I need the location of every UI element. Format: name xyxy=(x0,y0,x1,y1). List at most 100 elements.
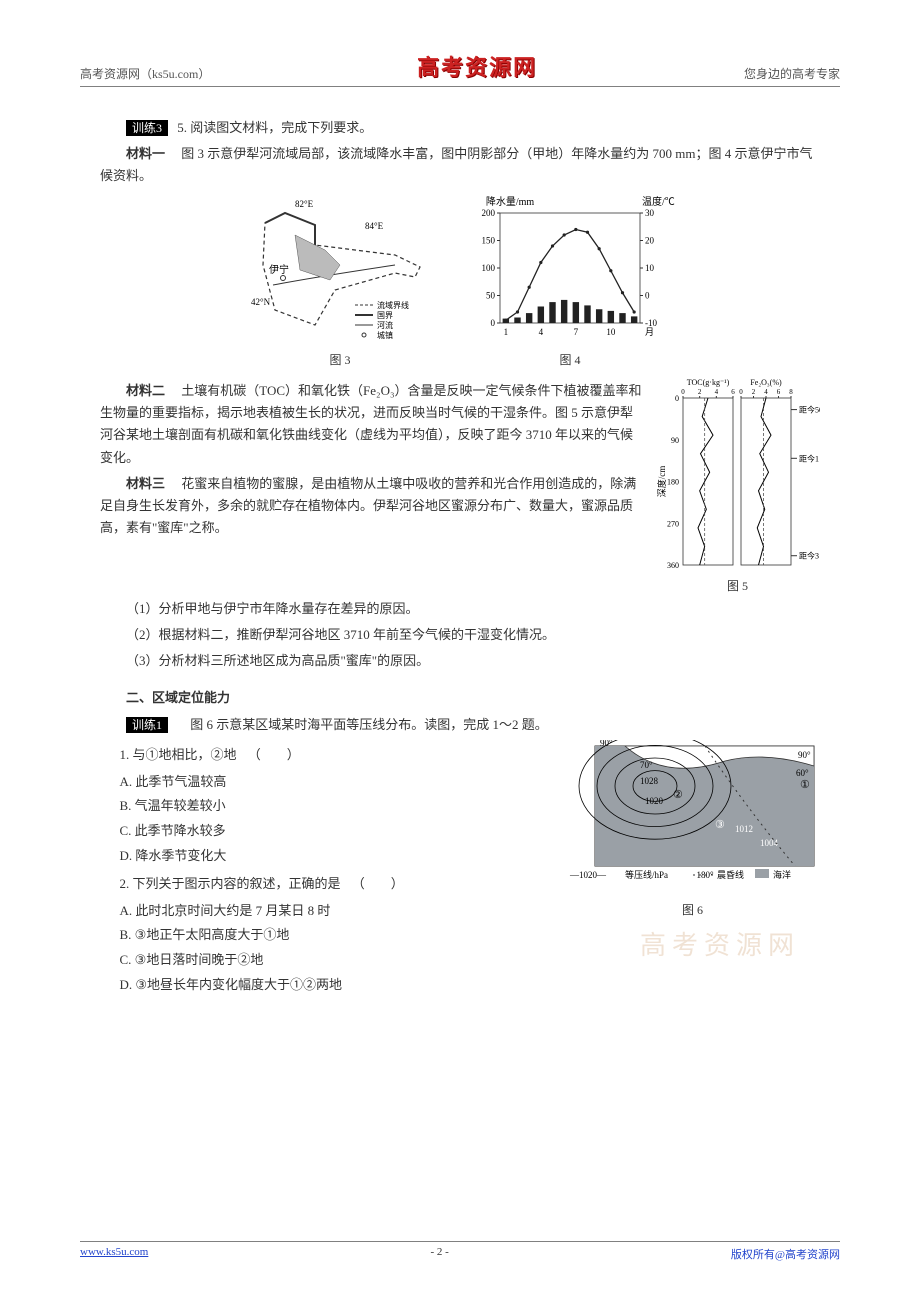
svg-text:200: 200 xyxy=(482,208,496,218)
q2-paren: （ ） xyxy=(344,873,404,895)
watermark: 高考资源网 xyxy=(640,925,800,962)
legend-basin: 流域界线 xyxy=(377,300,409,310)
material3: 材料三 花蜜来自植物的蜜腺，是由植物从土壤中吸收的营养和光合作用创造成的，除满足… xyxy=(100,473,645,539)
svg-text:8: 8 xyxy=(789,388,793,396)
q2-optA: A. 此时北京时间大约是 7 月某日 8 时 xyxy=(100,899,555,924)
yining-label: 伊宁 xyxy=(269,263,289,276)
svg-text:1012: 1012 xyxy=(735,824,753,834)
q3-2: （2）根据材料二，推断伊犁河谷地区 3710 年前至今气候的干湿变化情况。 xyxy=(100,624,820,646)
svg-text:7: 7 xyxy=(574,327,579,337)
svg-text:30: 30 xyxy=(645,208,655,218)
svg-text:温度/℃: 温度/℃ xyxy=(642,195,675,208)
fig6-caption: 图 6 xyxy=(565,901,820,918)
material3-label: 材料三 xyxy=(126,476,165,491)
svg-text:2: 2 xyxy=(752,388,756,396)
svg-text:1: 1 xyxy=(504,327,509,337)
section2-title: 二、区域定位能力 xyxy=(100,687,820,706)
svg-text:①: ① xyxy=(800,779,810,791)
svg-text:90: 90 xyxy=(671,436,679,445)
page-footer: www.ks5u.com - 2 - 版权所有@高考资源网 xyxy=(80,1241,840,1262)
footer-copyright: 版权所有@高考资源网 xyxy=(731,1246,840,1262)
content-area: 训练3 5. 阅读图文材料，完成下列要求。 材料一 图 3 示意伊犁河流域局部，… xyxy=(80,117,840,997)
svg-text:360: 360 xyxy=(667,561,679,570)
svg-text:50: 50 xyxy=(486,291,496,301)
map-fig3: 伊宁 82°E 84°E 42°N 流域界线 国界 河流 城镇 xyxy=(245,195,435,345)
svg-text:10: 10 xyxy=(645,263,655,273)
legend-town: 城镇 xyxy=(377,330,393,340)
svg-text:0: 0 xyxy=(645,291,650,301)
material1-text: 图 3 示意伊犁河流域局部，该流域降水丰富，图中阴影部分（甲地）年降水量约为 7… xyxy=(100,146,813,183)
svg-text:距今3 710年: 距今3 710年 xyxy=(799,551,820,561)
svg-text:4: 4 xyxy=(764,388,768,396)
q2-stem: 2. 下列关于图示内容的叙述，正确的是 xyxy=(100,876,341,891)
q2-optB: B. ③地正午太阳高度大于①地 xyxy=(100,923,555,948)
exercise1-badge: 训练1 xyxy=(126,717,168,733)
materials-2-3-block: 材料二 土壤有机碳（TOC）和氧化铁（Fe₂O₃）含量是反映一定气候条件下植被覆… xyxy=(100,376,820,594)
q1-paren: （ ） xyxy=(240,744,300,766)
map-fig6: 1028102010121004①②③90°90°60°70°180°—1020… xyxy=(565,740,820,895)
page: 高考资源网（ks5u.com） 高考资源网 您身边的高考专家 训练3 5. 阅读… xyxy=(0,0,920,1057)
svg-text:4: 4 xyxy=(539,327,544,337)
q1-stem: 1. 与①地相比，②地 xyxy=(100,747,237,762)
exercise3-number: 5. 阅读图文材料，完成下列要求。 xyxy=(177,120,372,135)
svg-text:10: 10 xyxy=(606,327,616,337)
figure-3: 伊宁 82°E 84°E 42°N 流域界线 国界 河流 城镇 图 3 xyxy=(245,195,435,368)
q1-optA: A. 此季节气温较高 xyxy=(100,770,555,795)
exercise1-heading: 训练1 图 6 示意某区域某时海平面等压线分布。读图，完成 1～2 题。 xyxy=(100,714,820,736)
svg-text:270: 270 xyxy=(667,520,679,529)
svg-text:0: 0 xyxy=(739,388,743,396)
svg-text:1028: 1028 xyxy=(640,776,659,786)
svg-text:TOC(g·kg⁻¹): TOC(g·kg⁻¹) xyxy=(687,378,730,387)
svg-text:90°: 90° xyxy=(798,750,811,760)
footer-page: - 2 - xyxy=(148,1246,731,1262)
figures-3-4: 伊宁 82°E 84°E 42°N 流域界线 国界 河流 城镇 图 3 0 50 1… xyxy=(100,195,820,368)
q2-optC: C. ③地日落时间晚于②地 xyxy=(100,948,555,973)
site-logo: 高考资源网 xyxy=(417,50,537,82)
figure-6: 1028102010121004①②③90°90°60°70°180°—1020… xyxy=(565,740,820,918)
material1: 材料一 图 3 示意伊犁河流域局部，该流域降水丰富，图中阴影部分（甲地）年降水量… xyxy=(100,143,820,187)
lon-82: 82°E xyxy=(295,199,314,209)
svg-text:距今1 500年: 距今1 500年 xyxy=(799,454,820,464)
material1-label: 材料一 xyxy=(126,146,165,161)
svg-text:1020: 1020 xyxy=(645,796,664,806)
svg-text:6: 6 xyxy=(777,388,781,396)
fig3-caption: 图 3 xyxy=(245,351,435,368)
exercise1-intro: 图 6 示意某区域某时海平面等压线分布。读图，完成 1～2 题。 xyxy=(177,717,548,732)
svg-text:70°: 70° xyxy=(640,760,653,770)
header-source: 高考资源网（ks5u.com） xyxy=(80,65,210,82)
svg-text:距今500年: 距今500年 xyxy=(799,405,820,415)
svg-text:4: 4 xyxy=(715,388,719,396)
svg-text:Fe₂O₃(%): Fe₂O₃(%) xyxy=(750,378,782,387)
q2-optD: D. ③地昼长年内变化幅度大于①②两地 xyxy=(100,973,555,998)
exercise3-heading: 训练3 5. 阅读图文材料，完成下列要求。 xyxy=(100,117,820,139)
svg-text:60°: 60° xyxy=(796,768,809,778)
header-tagline: 您身边的高考专家 xyxy=(744,65,840,82)
svg-text:海洋: 海洋 xyxy=(773,869,791,880)
svg-text:20: 20 xyxy=(645,236,655,246)
lon-84: 84°E xyxy=(365,221,384,231)
svg-text:2: 2 xyxy=(698,388,702,396)
material3-text: 花蜜来自植物的蜜腺，是由植物从土壤中吸收的营养和光合作用创造成的，除满足自身生长… xyxy=(100,476,636,535)
svg-text:6: 6 xyxy=(731,388,735,396)
svg-text:晨昏线: 晨昏线 xyxy=(717,869,744,880)
fig5-caption: 图 5 xyxy=(655,577,820,594)
page-header: 高考资源网（ks5u.com） 高考资源网 您身边的高考专家 xyxy=(80,50,840,87)
legend-river: 河流 xyxy=(377,320,393,330)
exercise3-badge: 训练3 xyxy=(126,120,168,136)
q3-3: （3）分析材料三所述地区成为高品质"蜜库"的原因。 xyxy=(100,650,820,672)
q1-optB: B. 气温年较差较小 xyxy=(100,794,555,819)
lat-42: 42°N xyxy=(251,297,271,307)
q1-optD: D. 降水季节变化大 xyxy=(100,844,555,869)
q1-stem-row: 1. 与①地相比，②地 （ ） xyxy=(100,744,555,766)
material2-label: 材料二 xyxy=(126,383,165,398)
svg-text:0: 0 xyxy=(675,394,679,403)
svg-text:③: ③ xyxy=(715,819,725,831)
svg-text:0: 0 xyxy=(491,318,496,328)
q3-1: （1）分析甲地与伊宁市年降水量存在差异的原因。 xyxy=(100,598,820,620)
svg-text:0: 0 xyxy=(681,388,685,396)
footer-url[interactable]: www.ks5u.com xyxy=(80,1246,148,1262)
svg-text:②: ② xyxy=(673,789,683,801)
svg-text:100: 100 xyxy=(482,263,496,273)
svg-text:月: 月 xyxy=(645,327,654,337)
svg-text:等压线/hPa: 等压线/hPa xyxy=(625,869,668,880)
